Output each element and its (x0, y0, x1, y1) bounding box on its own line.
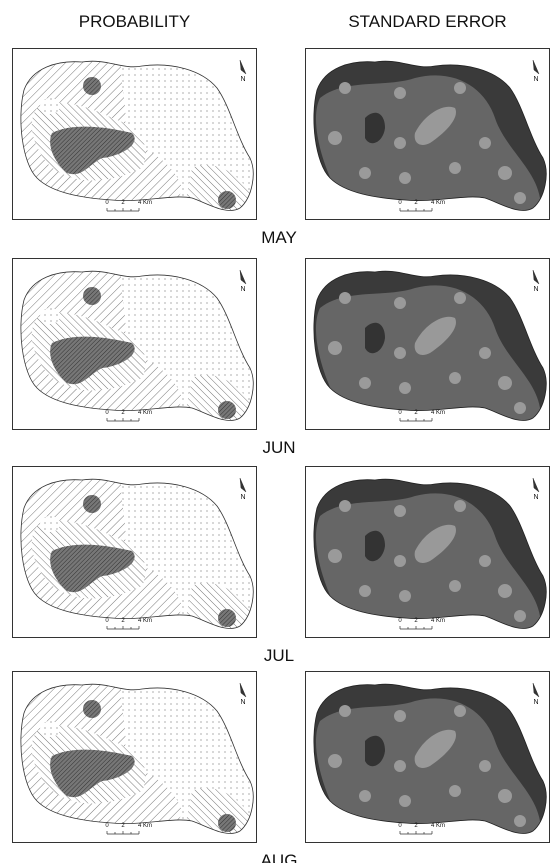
north-label: N (533, 699, 538, 706)
north-label: N (240, 76, 245, 83)
month-label: JUL (264, 646, 294, 665)
north-label: N (533, 76, 538, 83)
north-label: N (533, 286, 538, 293)
map (12, 466, 257, 638)
page: {"headers": ["PROBABILITY", "STANDARD ER… (0, 0, 552, 868)
scale-label: 4 Km (138, 200, 152, 206)
month-label: JUN (262, 438, 295, 457)
north-label: N (240, 699, 245, 706)
north-label: N (240, 494, 245, 501)
figure: PROBABILITYSTANDARD ERRORN024 KmN024 KmM… (0, 0, 552, 863)
scale-label: 4 Km (431, 823, 445, 829)
month-label: AUG (261, 851, 298, 863)
scale-label: 4 Km (138, 410, 152, 416)
scale-label: 4 Km (431, 410, 445, 416)
map (305, 48, 550, 220)
map (305, 258, 550, 430)
north-label: N (240, 286, 245, 293)
column-header: STANDARD ERROR (348, 12, 506, 31)
scale-label: 4 Km (431, 200, 445, 206)
map (305, 671, 550, 843)
north-label: N (533, 494, 538, 501)
scale-label: 4 Km (138, 618, 152, 624)
column-header: PROBABILITY (79, 12, 190, 31)
map (12, 48, 257, 220)
scale-label: 4 Km (431, 618, 445, 624)
map (305, 466, 550, 638)
month-label: MAY (261, 228, 297, 247)
map (12, 671, 257, 843)
map (12, 258, 257, 430)
scale-label: 4 Km (138, 823, 152, 829)
